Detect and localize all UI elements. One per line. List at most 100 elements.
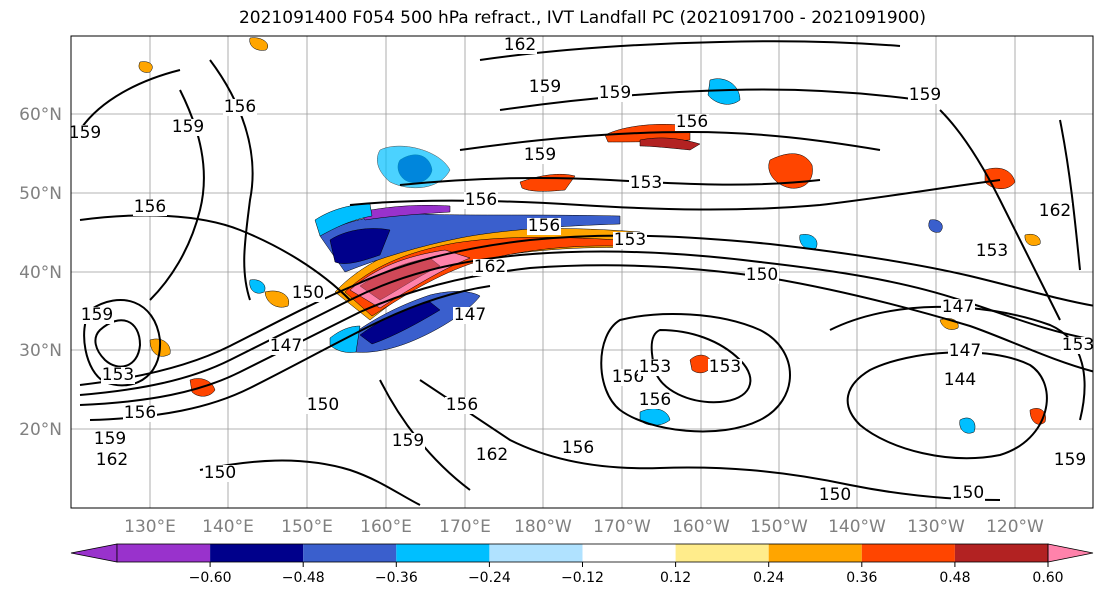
contour-label-bg <box>611 369 645 386</box>
latitude-label: 30°N <box>19 341 62 361</box>
colorbar-extend-right <box>1047 543 1094 563</box>
contour-label: 162 <box>1039 201 1071 221</box>
contour-label: 156 <box>639 390 671 410</box>
colorbar-tick-label: −0.48 <box>282 570 325 586</box>
contour-label-bg <box>523 147 557 164</box>
contour-label-bg <box>943 372 977 389</box>
refractivity-contours <box>79 40 1093 506</box>
contour-label-bg <box>638 392 672 409</box>
contour-label-bg <box>629 175 663 192</box>
contour-label-bg <box>291 285 325 302</box>
longitude-labels: 130°E 140°E 150°E 160°E 170°E 180°W 170°W 160°W… <box>124 517 1044 537</box>
contour-label-bg <box>464 192 498 209</box>
contour-label: 153 <box>614 230 646 250</box>
contour-label: 156 <box>676 112 708 132</box>
colorbar-tick-label: 0.24 <box>753 570 784 586</box>
contour-label: 150 <box>292 283 324 303</box>
colorbar-segment <box>396 544 490 562</box>
contour-label-bg <box>708 359 742 376</box>
contour-label-bg <box>93 431 127 448</box>
latitude-label: 20°N <box>19 420 62 440</box>
colorbar-tick-label: 0.60 <box>1032 570 1063 586</box>
contour-label: 144 <box>944 370 976 390</box>
longitude-label: 130°E <box>124 517 176 537</box>
colorbar-segment <box>582 544 676 562</box>
contour-label-bg <box>975 243 1009 260</box>
contour-label: 156 <box>528 216 560 236</box>
contour-label-bg <box>391 433 425 450</box>
contour-label: 156 <box>465 190 497 210</box>
contour-label: 150 <box>307 395 339 415</box>
contour-label-bg <box>1053 452 1087 469</box>
colorbar-tick-label: 0.36 <box>846 570 877 586</box>
latitude-label: 40°N <box>19 263 62 283</box>
longitude-label: 150°W <box>750 517 808 537</box>
contour-label-bg <box>269 338 303 355</box>
contour-label-bg <box>123 405 157 422</box>
contour-label-bg <box>95 452 129 469</box>
contour-label-bg <box>68 125 102 142</box>
map-title: 2021091400 F054 500 hPa refract., IVT La… <box>238 8 926 28</box>
contour-label: 153 <box>630 173 662 193</box>
contour-label: 159 <box>69 123 101 143</box>
colorbar-tick-label: 0.12 <box>660 570 691 586</box>
contour-label: 162 <box>96 450 128 470</box>
contour-label: 159 <box>524 145 556 165</box>
longitude-label: 140°W <box>828 517 886 537</box>
contour-label: 156 <box>224 97 256 117</box>
contour-label-bg <box>1061 337 1095 354</box>
contour-label: 159 <box>81 305 113 325</box>
contour-label: 156 <box>612 367 644 387</box>
contour-label-bg <box>598 85 632 102</box>
longitude-label: 160°E <box>360 517 412 537</box>
contour-label-bg <box>171 119 205 136</box>
contour-label-bg <box>527 218 561 235</box>
longitude-label: 160°W <box>672 517 730 537</box>
contour-label: 162 <box>504 35 536 55</box>
contour-label: 147 <box>949 341 981 361</box>
contour-label-bg <box>941 299 975 316</box>
contour-label: 156 <box>562 438 594 458</box>
contour-label: 153 <box>639 357 671 377</box>
colorbar-tick-label: −0.24 <box>468 570 511 586</box>
longitude-label: 170°E <box>439 517 491 537</box>
contour-label: 153 <box>976 241 1008 261</box>
contour-label-bg <box>638 359 672 376</box>
contour-label-bg <box>908 87 942 104</box>
gridlines <box>71 36 1093 508</box>
contour-label-bg <box>101 367 135 384</box>
contour-label: 162 <box>474 257 506 277</box>
colorbar-segment <box>303 544 397 562</box>
latitude-label: 50°N <box>19 184 62 204</box>
longitude-label: 130°W <box>907 517 965 537</box>
longitude-label: 180°W <box>514 517 572 537</box>
map-border <box>70 35 1094 509</box>
colorbar-segment <box>675 544 769 562</box>
contour-label-bg <box>503 37 537 54</box>
colorbar: −0.60 −0.48 −0.36 −0.24 −0.12 0.12 0.24 0.36 0.4… <box>70 543 1094 586</box>
contour-label: 156 <box>124 403 156 423</box>
contour-label: 150 <box>952 483 984 503</box>
longitude-label: 140°E <box>202 517 254 537</box>
contour-label: 159 <box>529 77 561 97</box>
contour-label: 159 <box>172 117 204 137</box>
colorbar-tick-label: 0.48 <box>939 570 970 586</box>
colorbar-segment <box>117 544 211 562</box>
contour-label-bg <box>818 487 852 504</box>
colorbar-tick-label: −0.60 <box>189 570 232 586</box>
contour-label: 147 <box>454 305 486 325</box>
contour-label: 150 <box>204 463 236 483</box>
contour-label-bg <box>223 99 257 116</box>
contour-label: 156 <box>446 395 478 415</box>
contour-label: 162 <box>476 445 508 465</box>
contour-label-bg <box>745 267 779 284</box>
contour-label: 153 <box>102 365 134 385</box>
contour-label-bg <box>1038 203 1072 220</box>
shaded-field <box>138 37 1046 434</box>
latitude-labels: 60°N 50°N 40°N 30°N 20°N <box>19 105 62 440</box>
colorbar-segment <box>954 544 1048 562</box>
colorbar-tick-label: −0.36 <box>375 570 418 586</box>
contour-label-bg <box>948 343 982 360</box>
contour-label-bg <box>203 465 237 482</box>
